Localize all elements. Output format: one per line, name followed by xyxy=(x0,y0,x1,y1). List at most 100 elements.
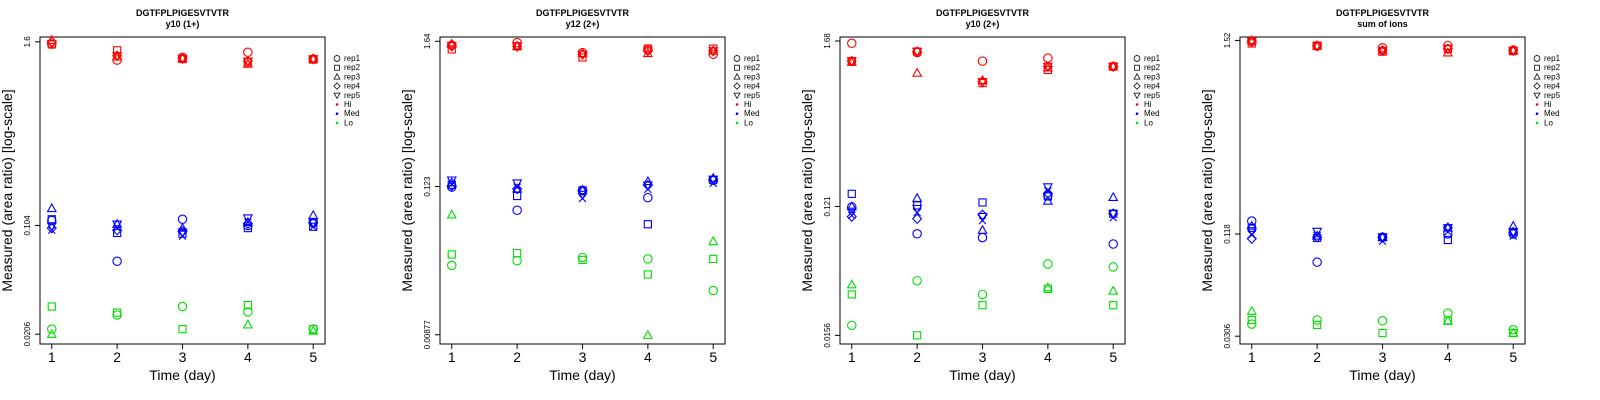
legend-symbol xyxy=(1133,82,1141,90)
data-point xyxy=(177,54,188,64)
data-point xyxy=(1108,209,1119,220)
legend-symbol xyxy=(1533,82,1541,90)
data-point xyxy=(177,52,188,63)
y-tick-label: 0.0156 xyxy=(823,323,832,348)
data-point xyxy=(977,77,988,88)
data-point xyxy=(46,222,57,232)
x-tick-label: 1 xyxy=(1248,349,1256,365)
legend-color-dot xyxy=(1135,103,1139,106)
data-point xyxy=(1043,259,1053,269)
data-point xyxy=(977,212,988,223)
data-point xyxy=(847,38,857,49)
data-point-cross xyxy=(113,224,122,233)
data-point xyxy=(642,175,654,186)
data-point-cross xyxy=(847,211,856,220)
data-point xyxy=(1377,316,1388,326)
data-point xyxy=(577,50,588,60)
legend-symbol xyxy=(1533,73,1541,80)
data-point xyxy=(242,214,254,224)
data-point xyxy=(447,250,456,259)
data-point xyxy=(511,40,523,50)
legend-symbol xyxy=(1533,55,1541,62)
data-point xyxy=(642,47,654,57)
data-point xyxy=(1378,328,1387,338)
legend-label: rep4 xyxy=(744,82,761,91)
x-tick-label: 2 xyxy=(1313,349,1321,365)
legend-label: Lo xyxy=(744,118,753,127)
legend-color-dot xyxy=(735,112,739,115)
legend-label: Med xyxy=(744,109,760,118)
data-point xyxy=(1042,195,1054,205)
chart-subtitle: sum of ions xyxy=(1357,19,1408,29)
data-point-cross xyxy=(1109,213,1118,222)
legend-color-dot xyxy=(335,121,339,125)
data-point xyxy=(511,42,523,52)
y-axis-label: Measured (area ratio) [log-scale] xyxy=(799,89,815,291)
legend-label: rep2 xyxy=(1144,63,1161,72)
legend-symbol xyxy=(734,64,740,71)
data-point xyxy=(642,329,654,339)
legend-label: Hi xyxy=(1144,100,1152,109)
data-point xyxy=(47,302,56,311)
data-point xyxy=(177,301,188,312)
data-point xyxy=(643,220,652,229)
legend-color-dot xyxy=(335,112,339,115)
data-point-cross xyxy=(513,183,522,191)
data-point xyxy=(1042,282,1054,292)
x-axis-label: Time (day) xyxy=(949,367,1015,383)
data-point xyxy=(1042,62,1054,73)
legend-label: rep5 xyxy=(344,91,361,100)
data-point xyxy=(1443,229,1453,239)
x-tick-label: 4 xyxy=(1444,349,1452,365)
data-point xyxy=(708,47,719,57)
data-point xyxy=(577,47,588,58)
data-point xyxy=(1108,62,1119,73)
plot-frame xyxy=(1239,36,1526,345)
data-point xyxy=(178,325,187,334)
data-point xyxy=(1246,220,1257,230)
legend-label: rep3 xyxy=(344,72,361,81)
data-point-cross xyxy=(913,208,922,217)
plot-frame xyxy=(39,36,326,345)
data-point xyxy=(1508,44,1519,55)
data-point xyxy=(846,57,857,67)
data-point-cross xyxy=(309,223,318,231)
data-point xyxy=(1442,45,1454,55)
data-point xyxy=(1247,319,1257,329)
data-point xyxy=(911,192,923,202)
legend-label: rep5 xyxy=(1144,91,1161,100)
data-point xyxy=(309,222,318,231)
chart-title: DGTFPLPIGESVTVTR xyxy=(936,8,1030,18)
data-point xyxy=(111,218,123,228)
x-tick-label: 4 xyxy=(644,349,652,365)
data-point xyxy=(709,254,718,264)
data-point xyxy=(1443,235,1452,245)
data-point xyxy=(1508,229,1518,239)
legend-symbol xyxy=(1133,73,1141,80)
y-tick-label: 0.00877 xyxy=(423,320,432,349)
data-point xyxy=(446,209,457,219)
legend-symbol xyxy=(733,73,741,80)
data-point xyxy=(1312,315,1322,325)
data-point xyxy=(46,328,57,338)
data-point xyxy=(1109,301,1118,310)
data-point xyxy=(977,56,988,66)
legend-label: rep1 xyxy=(1544,54,1561,63)
data-point xyxy=(513,248,522,258)
data-point xyxy=(578,53,587,62)
data-point xyxy=(847,320,857,331)
data-point xyxy=(47,215,57,226)
data-point xyxy=(1108,60,1119,71)
legend-symbol xyxy=(333,92,341,100)
data-point xyxy=(1311,231,1323,243)
data-point xyxy=(978,301,987,310)
legend-label: rep1 xyxy=(744,54,761,63)
data-point xyxy=(113,308,122,317)
x-tick-label: 2 xyxy=(913,349,921,365)
data-point xyxy=(447,182,457,192)
data-point-cross xyxy=(1378,237,1387,246)
legend-label: rep3 xyxy=(744,72,761,81)
data-point xyxy=(177,214,188,225)
